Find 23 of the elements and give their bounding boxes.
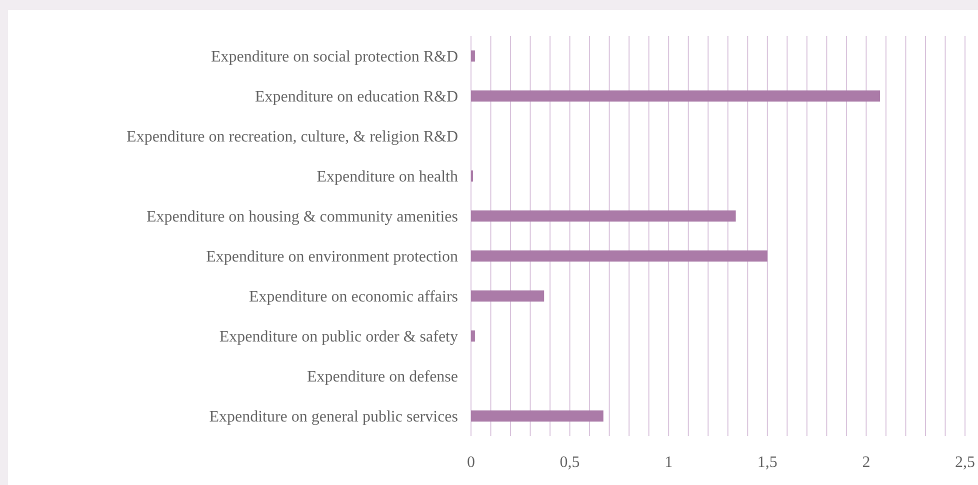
y-tick-label: Expenditure on recreation, culture, & religion R&D: [126, 128, 458, 146]
x-tick-label: 0: [467, 454, 475, 471]
bar: [471, 210, 736, 222]
x-tick-label: 0,5: [560, 454, 580, 471]
x-tick-label: 1: [664, 454, 673, 471]
bar: [471, 50, 475, 62]
bar: [471, 90, 880, 102]
bar: [471, 250, 768, 262]
y-tick-label: Expenditure on general public services: [209, 408, 458, 426]
x-tick-label: 2,5: [955, 454, 975, 471]
y-tick-label: Expenditure on education R&D: [254, 88, 458, 106]
y-tick-label: Expenditure on health: [316, 168, 458, 186]
x-tick-label: 1,5: [757, 454, 778, 471]
y-tick-label: Expenditure on housing & community amenities: [146, 208, 458, 226]
bar: [471, 410, 604, 422]
y-tick-label: Expenditure on public order & safety: [219, 328, 458, 346]
y-tick-label: Expenditure on economic affairs: [249, 288, 458, 306]
y-tick-label: Expenditure on defense: [306, 368, 458, 386]
x-tick-label: 2: [862, 454, 870, 471]
bar: [471, 330, 475, 342]
y-tick-label: Expenditure on social protection R&D: [210, 48, 458, 66]
y-tick-label: Expenditure on environment protection: [206, 248, 458, 266]
bar: [471, 290, 544, 302]
